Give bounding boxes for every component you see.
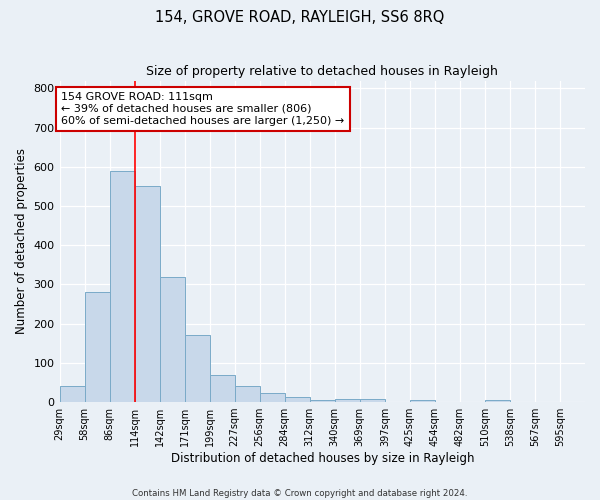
Text: Contains HM Land Registry data © Crown copyright and database right 2024.: Contains HM Land Registry data © Crown c…: [132, 488, 468, 498]
Bar: [235, 386, 260, 402]
Bar: [185, 336, 209, 402]
Y-axis label: Number of detached properties: Number of detached properties: [15, 148, 28, 334]
Bar: [485, 400, 510, 402]
Bar: [410, 400, 435, 402]
Bar: [310, 400, 335, 402]
Bar: [285, 398, 310, 402]
Bar: [59, 386, 85, 402]
Bar: [110, 170, 134, 402]
Bar: [85, 292, 110, 402]
Bar: [335, 399, 360, 402]
Text: 154 GROVE ROAD: 111sqm
← 39% of detached houses are smaller (806)
60% of semi-de: 154 GROVE ROAD: 111sqm ← 39% of detached…: [61, 92, 344, 126]
Title: Size of property relative to detached houses in Rayleigh: Size of property relative to detached ho…: [146, 65, 498, 78]
Bar: [209, 376, 235, 402]
Bar: [260, 394, 285, 402]
Text: 154, GROVE ROAD, RAYLEIGH, SS6 8RQ: 154, GROVE ROAD, RAYLEIGH, SS6 8RQ: [155, 10, 445, 25]
Bar: [134, 186, 160, 402]
Bar: [160, 276, 185, 402]
X-axis label: Distribution of detached houses by size in Rayleigh: Distribution of detached houses by size …: [170, 452, 474, 465]
Bar: [360, 399, 385, 402]
